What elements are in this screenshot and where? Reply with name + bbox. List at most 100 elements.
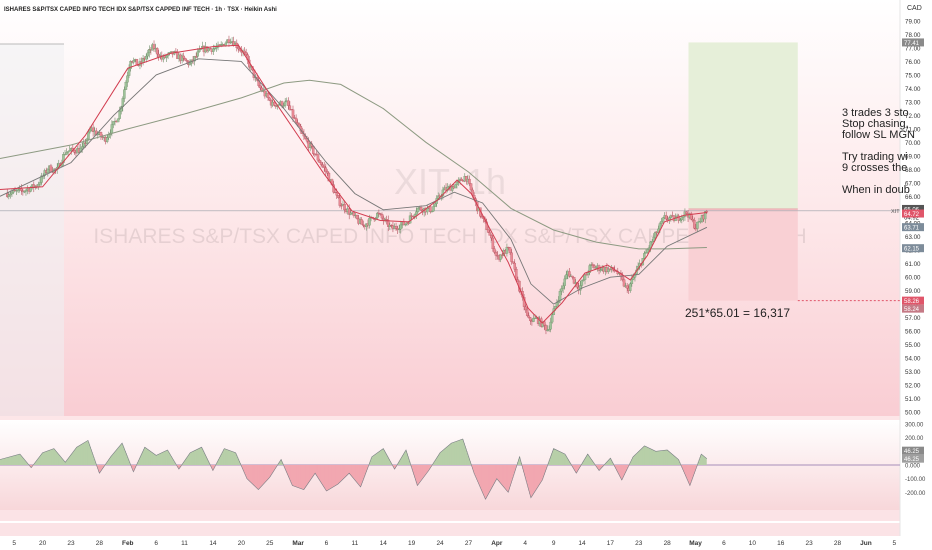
time-tick-label: 17 xyxy=(607,540,615,547)
time-axis-background xyxy=(0,536,932,550)
candle xyxy=(313,153,317,155)
candle xyxy=(352,212,356,216)
ma-slow-line xyxy=(0,79,707,250)
candle xyxy=(493,248,496,253)
candle xyxy=(135,58,139,66)
candle xyxy=(287,100,290,106)
candle xyxy=(429,206,432,213)
candle xyxy=(118,111,121,119)
candle xyxy=(644,252,648,254)
trade-note-line: 9 crosses the xyxy=(842,162,907,174)
candle xyxy=(652,236,655,242)
stop2-price-label-bg xyxy=(902,304,924,313)
time-tick-label: 23 xyxy=(806,540,814,547)
time-tick-label: May xyxy=(689,540,702,547)
candle xyxy=(649,241,652,249)
candle xyxy=(511,261,515,264)
candle xyxy=(563,278,566,286)
ma-mid-price-label-bg xyxy=(902,223,924,232)
candle xyxy=(571,275,574,278)
target-zone[interactable] xyxy=(688,42,798,209)
candle xyxy=(338,197,342,206)
candle xyxy=(580,280,584,286)
candle xyxy=(696,221,699,229)
stop-zone[interactable] xyxy=(688,208,798,301)
time-tick-label: 10 xyxy=(749,540,757,547)
candle xyxy=(65,152,68,155)
candle xyxy=(510,252,513,262)
candle xyxy=(515,269,518,280)
candle xyxy=(116,118,120,123)
candle xyxy=(347,208,351,215)
candle xyxy=(529,317,532,321)
price-tick-label: 52.00 xyxy=(905,383,921,390)
candle xyxy=(469,183,473,191)
candle xyxy=(288,105,292,110)
candle xyxy=(397,228,401,231)
candle xyxy=(9,193,12,196)
time-tick-label: 27 xyxy=(465,540,473,547)
candle xyxy=(146,52,150,57)
candle xyxy=(182,55,185,59)
candle xyxy=(129,61,132,69)
candle xyxy=(7,194,11,197)
candle xyxy=(683,211,687,217)
price-tick-label: 51.00 xyxy=(905,396,921,403)
candle xyxy=(679,219,682,221)
candle xyxy=(436,195,440,199)
candle xyxy=(516,279,520,282)
oscillator-value1-bg xyxy=(902,446,924,455)
candle xyxy=(488,232,491,236)
candle xyxy=(549,321,552,330)
candle xyxy=(207,48,210,52)
candle xyxy=(127,68,131,76)
candle xyxy=(582,279,585,281)
candle xyxy=(294,117,298,123)
candle xyxy=(66,151,70,153)
candle xyxy=(490,235,493,239)
candle xyxy=(110,124,114,134)
candle xyxy=(243,50,246,53)
candle xyxy=(525,309,529,316)
candle xyxy=(319,162,323,165)
candle xyxy=(486,229,490,233)
time-tick-label: 23 xyxy=(635,540,643,547)
trade-note-line: Try trading wi xyxy=(842,151,908,163)
candle xyxy=(88,129,92,133)
candle xyxy=(550,314,554,323)
candle xyxy=(505,246,509,254)
price-tick-label: 74.00 xyxy=(905,86,921,93)
time-tick-label: 4 xyxy=(523,540,527,547)
candle xyxy=(337,195,340,198)
candle xyxy=(184,57,187,61)
candle xyxy=(91,127,95,133)
stop-price-label: 58.26 xyxy=(904,299,920,305)
price-axis-background xyxy=(900,0,932,536)
candle xyxy=(165,55,168,58)
candle xyxy=(411,216,415,218)
candle xyxy=(68,150,71,152)
time-tick-label: 11 xyxy=(181,540,188,547)
candle xyxy=(544,325,548,331)
trade-note[interactable]: 3 trades 3 sto Stop chasing, follow SL MGN… xyxy=(842,107,915,196)
candle xyxy=(413,214,417,217)
price-tick-label: 66.00 xyxy=(905,194,921,201)
candle xyxy=(572,277,576,284)
candle xyxy=(379,213,382,215)
candle xyxy=(316,154,320,161)
candle xyxy=(194,56,198,58)
candle xyxy=(586,272,590,275)
candle xyxy=(193,56,196,62)
candle xyxy=(661,217,665,222)
candle xyxy=(152,44,156,49)
candle xyxy=(629,283,632,291)
candle xyxy=(622,279,626,287)
candle xyxy=(185,60,189,62)
candle xyxy=(432,206,435,212)
candle xyxy=(621,276,624,280)
candle xyxy=(10,192,14,195)
candle xyxy=(455,182,459,185)
candle xyxy=(227,39,231,43)
candle xyxy=(599,269,602,271)
